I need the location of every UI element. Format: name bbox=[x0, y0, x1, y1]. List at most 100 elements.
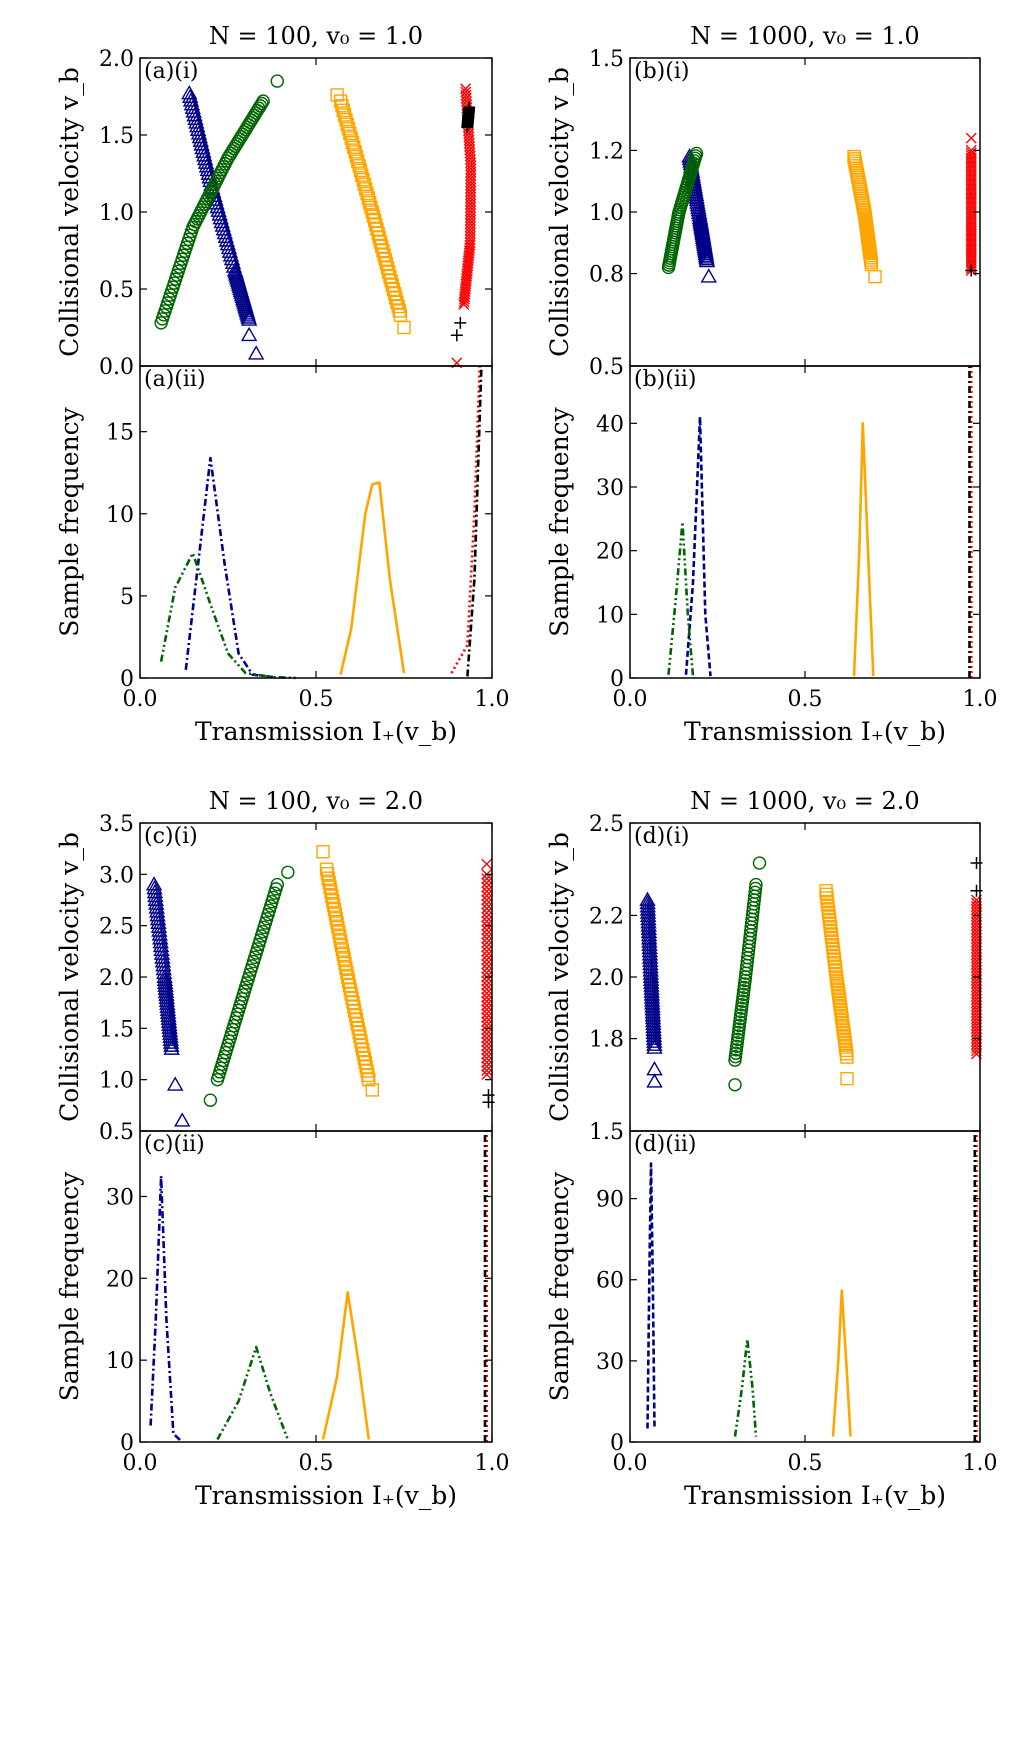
scatter-series bbox=[728, 856, 767, 1092]
data-point bbox=[337, 108, 352, 122]
panel-label: (a)(ii) bbox=[144, 367, 206, 392]
data-point bbox=[157, 977, 174, 992]
data-point bbox=[351, 1021, 365, 1036]
frequency-line bbox=[733, 1337, 758, 1437]
data-point bbox=[153, 941, 170, 956]
data-point bbox=[347, 140, 361, 155]
x-tick-label: 1.0 bbox=[963, 687, 998, 712]
data-point bbox=[150, 918, 168, 933]
data-point bbox=[360, 186, 374, 201]
data-point bbox=[450, 329, 463, 342]
x-tick-label: 0.5 bbox=[299, 687, 334, 712]
data-point bbox=[965, 150, 977, 162]
data-point bbox=[200, 165, 217, 180]
data-point bbox=[481, 967, 493, 979]
data-point bbox=[327, 902, 342, 917]
data-point bbox=[197, 154, 215, 169]
data-point bbox=[481, 858, 493, 870]
data-point bbox=[458, 298, 470, 310]
data-point bbox=[965, 132, 977, 144]
panel-label: (b)(ii) bbox=[634, 367, 697, 392]
data-point bbox=[641, 942, 659, 958]
data-point bbox=[361, 191, 376, 205]
data-point bbox=[195, 143, 212, 158]
x-tick-label: 0.0 bbox=[613, 1451, 648, 1476]
data-point bbox=[341, 974, 356, 988]
data-point bbox=[642, 955, 659, 971]
data-point bbox=[339, 112, 353, 127]
x-tick-label: 0.0 bbox=[123, 1451, 158, 1476]
scatter-series bbox=[965, 132, 977, 277]
data-point bbox=[163, 1037, 180, 1052]
data-point bbox=[256, 94, 270, 108]
data-point bbox=[148, 899, 165, 914]
data-point bbox=[352, 159, 366, 173]
data-point bbox=[362, 1072, 376, 1087]
panel-title: N = 100, v₀ = 1.0 bbox=[209, 22, 423, 50]
data-point bbox=[196, 150, 214, 166]
data-point bbox=[371, 226, 385, 241]
data-point bbox=[965, 178, 977, 190]
data-point bbox=[481, 907, 493, 919]
scatter-series bbox=[819, 884, 854, 1086]
data-point bbox=[154, 949, 171, 964]
data-point bbox=[481, 983, 493, 995]
data-point bbox=[159, 1001, 177, 1016]
data-point bbox=[748, 881, 763, 896]
data-point bbox=[689, 146, 704, 161]
data-point bbox=[965, 183, 977, 195]
data-point bbox=[159, 995, 176, 1010]
data-point bbox=[166, 1076, 184, 1091]
data-point bbox=[965, 196, 977, 208]
data-point bbox=[965, 144, 977, 156]
y-axis-label: Sample frequency bbox=[545, 406, 574, 636]
data-point bbox=[389, 291, 403, 305]
data-point bbox=[481, 995, 493, 1007]
data-point bbox=[353, 1030, 367, 1044]
data-point bbox=[640, 926, 658, 942]
frequency-line bbox=[684, 415, 712, 677]
data-point bbox=[481, 1016, 493, 1028]
data-point bbox=[639, 901, 657, 916]
data-point bbox=[162, 1031, 180, 1046]
data-point bbox=[182, 92, 200, 107]
data-point bbox=[965, 188, 977, 200]
y-tick-label: 2.0 bbox=[589, 966, 624, 991]
y-tick-label: 1.8 bbox=[589, 1028, 624, 1053]
frequency-line bbox=[159, 551, 299, 680]
plot-frame bbox=[139, 822, 493, 1132]
data-point bbox=[481, 1008, 493, 1020]
y-tick-label: 2.5 bbox=[589, 812, 624, 837]
data-point bbox=[174, 1112, 191, 1127]
data-point bbox=[646, 1036, 663, 1051]
data-point bbox=[366, 209, 381, 223]
scatter-series bbox=[154, 74, 284, 330]
data-point bbox=[868, 269, 882, 284]
data-point bbox=[156, 971, 174, 986]
data-point bbox=[965, 193, 977, 205]
x-tick-label: 1.0 bbox=[475, 1451, 510, 1476]
y-tick-label: 1.5 bbox=[99, 1017, 134, 1042]
data-point bbox=[375, 239, 389, 254]
plot-frame bbox=[629, 365, 981, 679]
scatter-panel bbox=[154, 74, 477, 369]
data-point bbox=[336, 103, 350, 118]
data-point bbox=[361, 1068, 375, 1083]
data-point bbox=[386, 282, 401, 297]
data-point bbox=[481, 1036, 493, 1048]
histogram-panel bbox=[667, 366, 973, 678]
x-tick-label: 1.0 bbox=[963, 1451, 998, 1476]
data-point bbox=[481, 898, 493, 910]
data-point bbox=[331, 920, 345, 935]
data-point bbox=[325, 889, 339, 903]
y-tick-label: 30 bbox=[106, 1185, 134, 1210]
data-point bbox=[270, 877, 284, 892]
data-point bbox=[481, 894, 493, 906]
panel-title: N = 1000, v₀ = 1.0 bbox=[690, 22, 919, 50]
data-point bbox=[641, 939, 658, 955]
data-point bbox=[336, 947, 350, 962]
data-point bbox=[281, 865, 295, 879]
panel-label: (c)(ii) bbox=[144, 1132, 205, 1157]
frequency-line bbox=[339, 481, 406, 675]
data-point bbox=[390, 295, 404, 309]
